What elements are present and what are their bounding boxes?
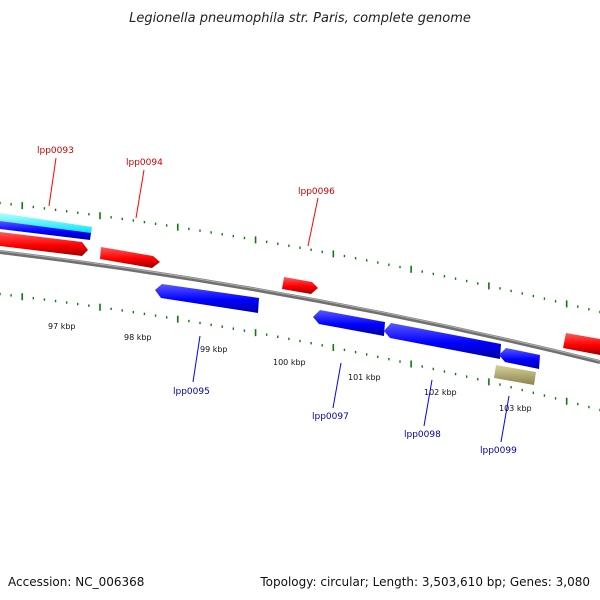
- scale-label: 99 kbp: [200, 345, 228, 354]
- map-title: Legionella pneumophila str. Paris, compl…: [129, 11, 471, 26]
- gene-lpp0098[interactable]: [384, 323, 501, 359]
- genome-backbone-highlight: [0, 250, 600, 362]
- leader-line: [48, 157, 57, 207]
- feature-blue-edge[interactable]: [0, 221, 91, 240]
- accession-text: Accession: NC_006368: [8, 575, 144, 589]
- feature-cyan[interactable]: [0, 213, 92, 234]
- gene-lpp0094[interactable]: [100, 247, 160, 268]
- scale-label: 102 kbp: [424, 388, 457, 397]
- gene-label-lpp0097[interactable]: lpp0097: [312, 412, 349, 422]
- gene-right-edge[interactable]: [563, 333, 600, 355]
- scale-label: 101 kbp: [348, 373, 381, 382]
- outer-tick-track: [0, 201, 600, 314]
- genome-backbone: [0, 250, 600, 364]
- gene-label-lpp0095[interactable]: lpp0095: [173, 387, 210, 397]
- scale-label: 97 kbp: [48, 322, 76, 331]
- scale-label: 103 kbp: [499, 404, 532, 413]
- gene-lpp0096[interactable]: [282, 277, 318, 294]
- misc-feature[interactable]: [494, 365, 536, 385]
- leader-line: [135, 169, 145, 219]
- scale-label: 98 kbp: [124, 333, 152, 342]
- leader-line: [500, 395, 510, 443]
- gene-lpp0093[interactable]: [0, 232, 88, 256]
- inner-tick-track: [0, 292, 600, 412]
- scale-label: 100 kbp: [273, 358, 306, 367]
- leader-line: [307, 197, 319, 247]
- gene-lpp0099[interactable]: [499, 348, 540, 369]
- gene-label-lpp0099[interactable]: lpp0099: [480, 446, 517, 456]
- gene-label-lpp0093[interactable]: lpp0093: [37, 146, 74, 156]
- gene-label-lpp0096[interactable]: lpp0096: [298, 187, 335, 197]
- gene-lpp0097[interactable]: [313, 310, 385, 336]
- gene-label-lpp0094[interactable]: lpp0094: [126, 158, 163, 168]
- gene-label-lpp0098[interactable]: lpp0098: [404, 430, 441, 440]
- leader-line: [332, 362, 342, 409]
- leader-line: [192, 335, 201, 383]
- gene-lpp0095[interactable]: [155, 284, 259, 313]
- leader-line: [423, 379, 433, 427]
- genome-summary-text: Topology: circular; Length: 3,503,610 bp…: [259, 575, 590, 589]
